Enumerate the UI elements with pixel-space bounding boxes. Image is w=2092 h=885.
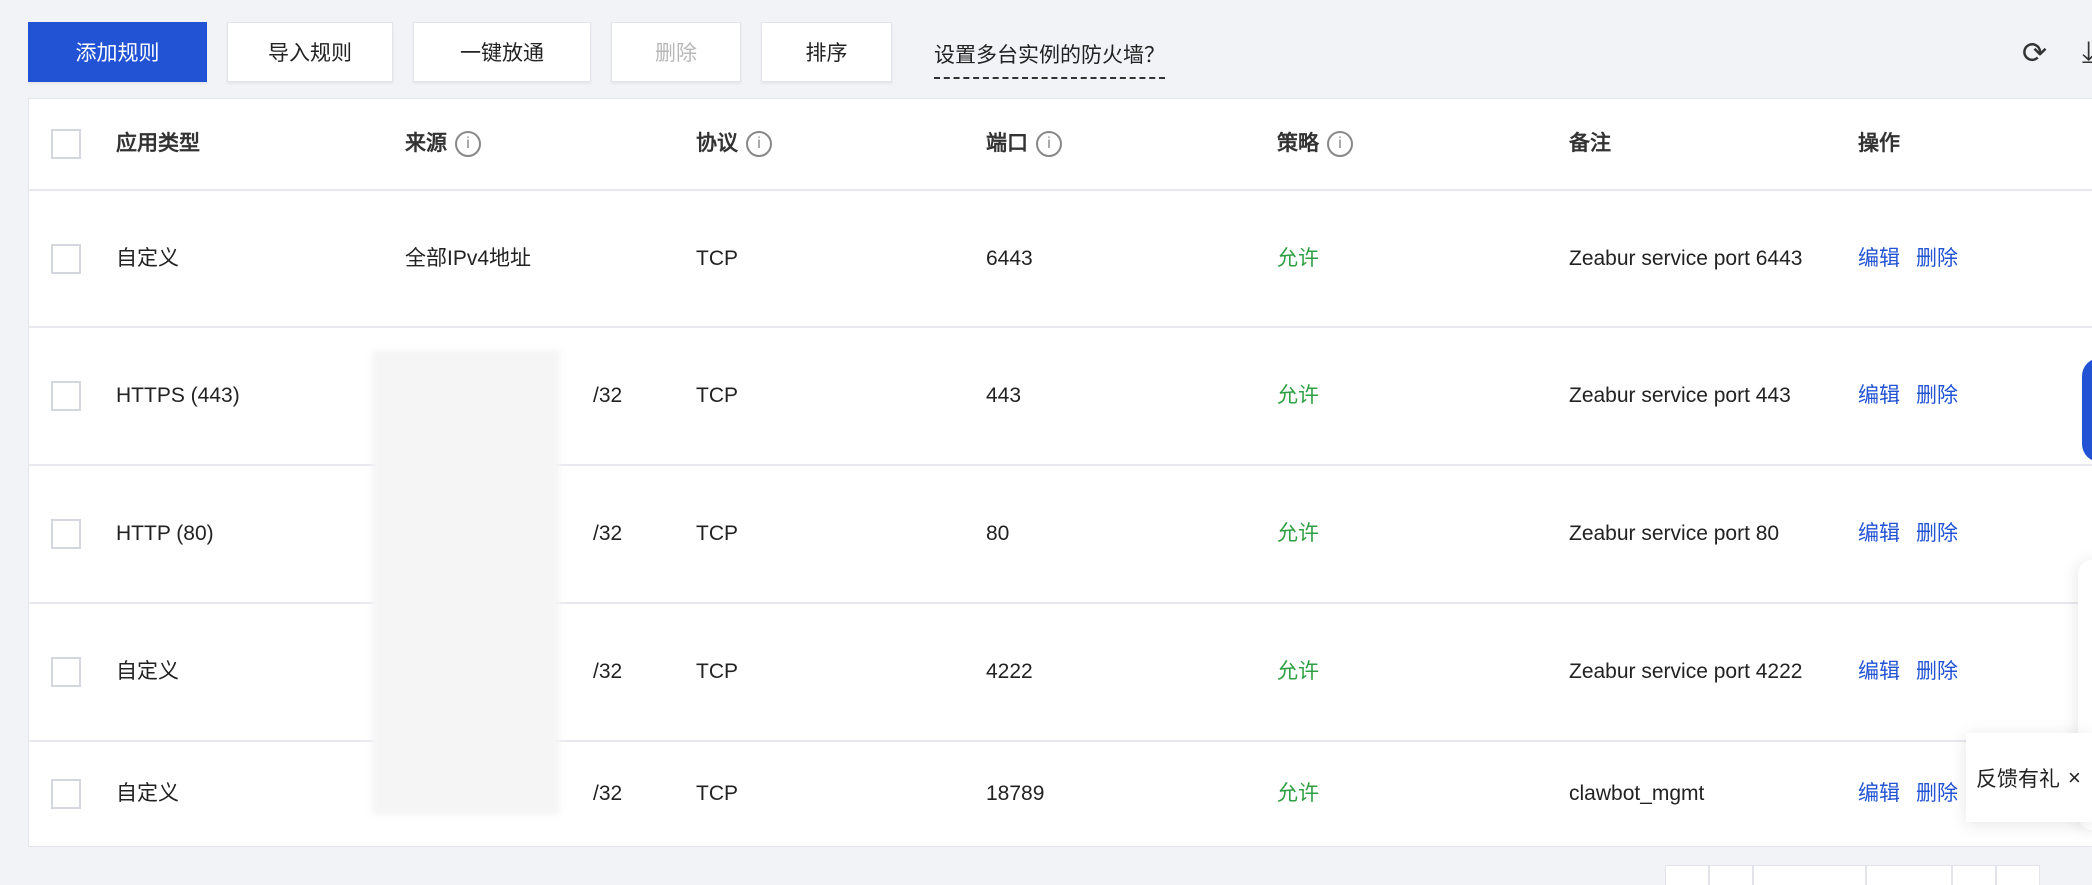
cell-note: clawbot_mgmt bbox=[1569, 782, 1705, 805]
open-all-button[interactable]: 一键放通 bbox=[413, 22, 591, 82]
info-icon[interactable]: i bbox=[1327, 131, 1353, 158]
close-icon[interactable]: × bbox=[2068, 764, 2081, 790]
page-input[interactable] bbox=[1866, 865, 1952, 885]
delete-link[interactable]: 删除 bbox=[1916, 522, 1958, 545]
cell-note: Zeabur service port 80 bbox=[1569, 522, 1780, 545]
firewall-rules-table: 应用类型 来源 i 协议 i 端口 i 策略 i 备注 操作 自定义 全部IPv4地址 … bbox=[28, 98, 2092, 847]
cell-port: 4222 bbox=[986, 660, 1033, 683]
delete-button[interactable]: 删除 bbox=[611, 22, 741, 82]
row-checkbox[interactable] bbox=[51, 657, 81, 687]
cell-actions: 编辑 删除 bbox=[1858, 243, 1974, 275]
info-icon[interactable]: i bbox=[746, 131, 772, 158]
row-checkbox[interactable] bbox=[51, 519, 81, 549]
info-icon[interactable]: i bbox=[1036, 131, 1062, 158]
feedback-popup[interactable]: 反馈有礼 × bbox=[1966, 733, 2092, 822]
table-row: HTTPS (443) /32 TCP 443 允许 Zeabur servic… bbox=[29, 328, 2092, 466]
cell-port: 6443 bbox=[986, 246, 1033, 270]
side-tab[interactable] bbox=[2082, 358, 2092, 462]
cell-note: Zeabur service port 443 bbox=[1569, 384, 1791, 407]
edit-link[interactable]: 编辑 bbox=[1858, 782, 1900, 805]
cell-actions: 编辑 删除 bbox=[1858, 656, 1974, 688]
select-all-checkbox[interactable] bbox=[51, 129, 81, 159]
cell-protocol: TCP bbox=[696, 384, 738, 407]
cell-type: HTTP (80) bbox=[116, 522, 214, 545]
cell-protocol: TCP bbox=[696, 522, 738, 545]
cell-type: 自定义 bbox=[116, 782, 179, 805]
table-row: 自定义 /32 TCP 4222 允许 Zeabur service port … bbox=[29, 604, 2092, 742]
header-policy-label: 策略 bbox=[1277, 132, 1319, 155]
header-source: 来源 i bbox=[405, 128, 481, 160]
cell-source: 全部IPv4地址 bbox=[405, 246, 532, 270]
edit-link[interactable]: 编辑 bbox=[1858, 384, 1900, 407]
import-rules-button[interactable]: 导入规则 bbox=[227, 22, 393, 82]
page-button[interactable] bbox=[1996, 865, 2040, 885]
header-port-label: 端口 bbox=[986, 132, 1028, 155]
redacted-source-ips bbox=[372, 350, 560, 815]
cell-note: Zeabur service port 4222 bbox=[1569, 660, 1803, 683]
multi-instance-firewall-link[interactable]: 设置多台实例的防火墙？ bbox=[934, 39, 1165, 79]
refresh-icon[interactable]: ⟳ bbox=[2022, 37, 2048, 70]
cell-protocol: TCP bbox=[696, 246, 738, 270]
edit-link[interactable]: 编辑 bbox=[1858, 246, 1900, 270]
cell-policy: 允许 bbox=[1277, 660, 1319, 683]
row-checkbox[interactable] bbox=[51, 381, 81, 411]
delete-link[interactable]: 删除 bbox=[1916, 660, 1958, 683]
pagination bbox=[1665, 865, 2040, 885]
cell-policy: 允许 bbox=[1277, 246, 1319, 270]
cell-source: /32 bbox=[593, 660, 623, 683]
edit-link[interactable]: 编辑 bbox=[1858, 660, 1900, 683]
cell-port: 80 bbox=[986, 522, 1010, 545]
feedback-label[interactable]: 反馈有礼 bbox=[1976, 767, 2060, 791]
page-button[interactable] bbox=[1665, 865, 1709, 885]
delete-link[interactable]: 删除 bbox=[1916, 782, 1958, 805]
table-row: 自定义 /32 TCP 18789 允许 clawbot_mgmt 编辑 删除 bbox=[29, 742, 2092, 846]
table-header: 应用类型 来源 i 协议 i 端口 i 策略 i 备注 操作 bbox=[29, 99, 2092, 191]
toolbar: 添加规则 导入规则 一键放通 删除 排序 设置多台实例的防火墙？ bbox=[28, 22, 1165, 82]
cell-port: 18789 bbox=[986, 782, 1045, 805]
cell-note: Zeabur service port 6443 bbox=[1569, 246, 1803, 270]
info-icon[interactable]: i bbox=[455, 131, 481, 158]
page-button[interactable] bbox=[1709, 865, 1753, 885]
header-note: 备注 bbox=[1569, 132, 1611, 155]
cell-source: /32 bbox=[593, 782, 623, 805]
header-policy: 策略 i bbox=[1277, 128, 1353, 160]
cell-type: 自定义 bbox=[116, 660, 179, 683]
row-checkbox[interactable] bbox=[51, 779, 81, 809]
row-checkbox[interactable] bbox=[51, 243, 81, 274]
cell-source: /32 bbox=[593, 522, 623, 545]
cell-protocol: TCP bbox=[696, 660, 738, 683]
cell-policy: 允许 bbox=[1277, 384, 1319, 407]
header-type: 应用类型 bbox=[116, 132, 200, 155]
page-button[interactable] bbox=[1952, 865, 1996, 885]
header-port: 端口 i bbox=[986, 128, 1062, 160]
page-size-select[interactable] bbox=[1753, 865, 1866, 885]
cell-port: 443 bbox=[986, 384, 1022, 407]
delete-link[interactable]: 删除 bbox=[1916, 384, 1958, 407]
cell-type: HTTPS (443) bbox=[116, 384, 240, 407]
delete-link[interactable]: 删除 bbox=[1916, 246, 1958, 270]
cell-policy: 允许 bbox=[1277, 782, 1319, 805]
cell-actions: 编辑 删除 bbox=[1858, 380, 1974, 412]
cell-actions: 编辑 删除 bbox=[1858, 518, 1974, 550]
header-source-label: 来源 bbox=[405, 132, 447, 155]
cell-type: 自定义 bbox=[116, 246, 179, 270]
header-protocol: 协议 i bbox=[696, 128, 772, 160]
table-row: 自定义 全部IPv4地址 TCP 6443 允许 Zeabur service … bbox=[29, 191, 2092, 328]
sort-button[interactable]: 排序 bbox=[761, 22, 892, 82]
download-icon[interactable]: ⤓ bbox=[2082, 36, 2092, 69]
cell-policy: 允许 bbox=[1277, 522, 1319, 545]
cell-protocol: TCP bbox=[696, 782, 738, 805]
cell-source: /32 bbox=[593, 384, 623, 407]
header-protocol-label: 协议 bbox=[696, 132, 738, 155]
cell-actions: 编辑 删除 bbox=[1858, 778, 1974, 810]
table-row: HTTP (80) /32 TCP 80 允许 Zeabur service p… bbox=[29, 466, 2092, 604]
edit-link[interactable]: 编辑 bbox=[1858, 522, 1900, 545]
add-rule-button[interactable]: 添加规则 bbox=[28, 22, 207, 82]
header-action: 操作 bbox=[1858, 132, 1900, 155]
